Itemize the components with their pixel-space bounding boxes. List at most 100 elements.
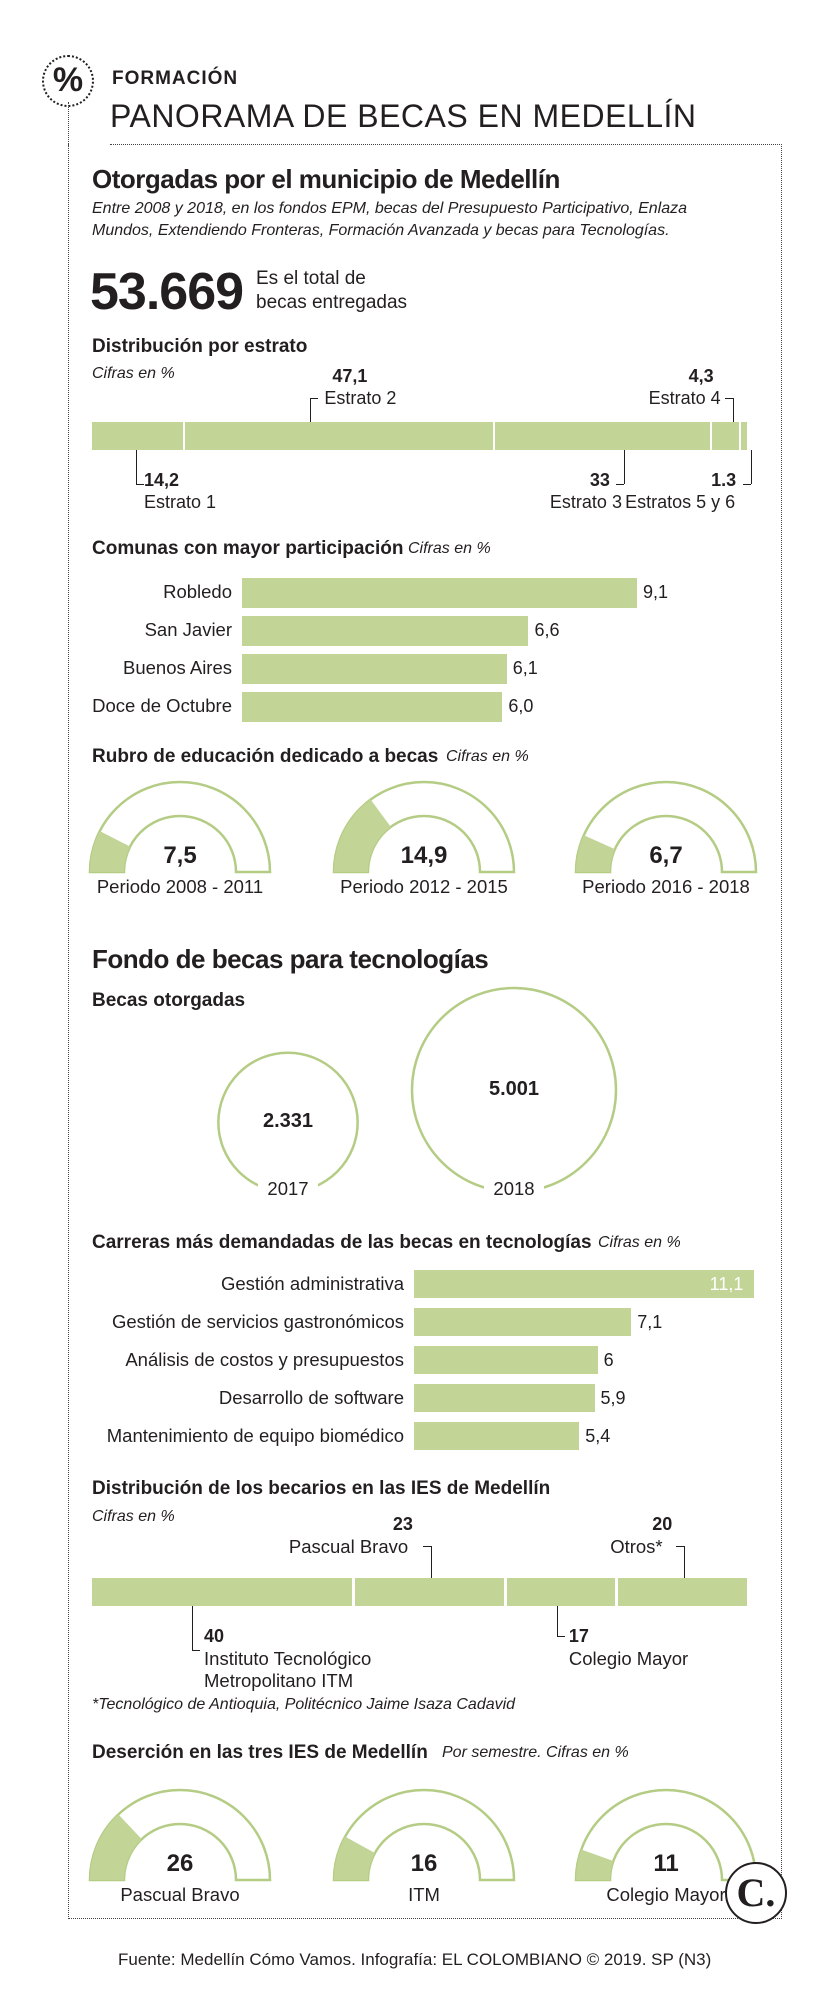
carreras-title: Carreras más demandadas de las becas en …: [92, 1232, 592, 1253]
gauge-fill: [576, 835, 615, 872]
gauge-label: Colegio Mayor: [606, 1884, 726, 1905]
bar-value: 6: [603, 1350, 614, 1370]
desercion-unit: Por semestre. Cifras en %: [442, 1744, 629, 1761]
bar-label: Gestión administrativa: [220, 1273, 404, 1294]
ies-callout-line: [192, 1650, 201, 1651]
bar-value: 6,6: [534, 620, 560, 640]
estrato-callout-line: [743, 484, 752, 485]
estrato-value: 4,3: [688, 366, 714, 386]
ies-callout-line: [684, 1546, 686, 1578]
ies-label: Colegio Mayor: [568, 1648, 689, 1669]
estrato-value: 14,2: [144, 470, 180, 490]
gauge-label: Pascual Bravo: [120, 1884, 240, 1905]
gauge-fill: [90, 831, 131, 872]
desercion-chart-svg: [88, 1788, 758, 1882]
bar-label: Desarrollo de software: [218, 1387, 404, 1408]
carreras-unit: Cifras en %: [598, 1234, 681, 1251]
estrato-callout-line: [136, 484, 144, 485]
desercion-chart: 26 Pascual Bravo 16 ITM 11 Colegio Mayor: [88, 1788, 758, 1905]
estrato-unit: Cifras en %: [92, 365, 175, 382]
circle-value: 5.001: [488, 1078, 540, 1100]
bar-label: San Javier: [144, 619, 232, 640]
bar: [414, 1346, 598, 1374]
gauge-value: 26: [166, 1850, 194, 1877]
estrato-callout-line: [310, 398, 312, 422]
circle-value: 2.331: [262, 1110, 314, 1133]
ies-title: Distribución de los becarios en las IES …: [92, 1478, 551, 1499]
bar: [242, 616, 529, 646]
content-frame: [68, 144, 782, 1919]
rubro-unit: Cifras en %: [446, 748, 529, 765]
bar-value: 7,1: [637, 1312, 663, 1332]
bar: [414, 1384, 595, 1412]
estrato-callout-line: [623, 450, 625, 484]
bar: [414, 1422, 580, 1450]
gauge-fill: [334, 1836, 375, 1880]
bar-label: Robledo: [163, 581, 232, 602]
becas-otorgadas-title: Becas otorgadas: [92, 990, 246, 1011]
rubro-chart: 7,5 Periodo 2008 - 2011 14,9 Periodo 2012 -…: [0, 0, 830, 920]
gauge-value: 14,9: [400, 842, 448, 869]
ies-label: Metropolitano ITM: [204, 1670, 354, 1691]
estrato-label: Estratos 5 y 6: [625, 492, 736, 512]
bar: [414, 1270, 754, 1298]
ies-value: 23: [392, 1514, 413, 1534]
gauge-track: [574, 780, 758, 874]
gauge-label: Periodo 2012 - 2015: [340, 876, 508, 897]
ies-callout-line: [676, 1546, 685, 1547]
gauge-value: 6,7: [649, 842, 683, 869]
ies-callout-line: [192, 1606, 194, 1650]
ies-segment: [618, 1578, 747, 1606]
estrato-segment: [740, 422, 748, 450]
comunas-chart: Robledo 9,1 San Javier 6,6 Buenos Aires 6,1 Do…: [0, 0, 830, 740]
rubro-chart-svg: [88, 780, 758, 874]
bar: [242, 578, 637, 608]
total-becas: 53.669: [90, 263, 244, 321]
ies-value: 40: [204, 1626, 225, 1646]
frame-divider: [110, 144, 780, 145]
gauge-label: Periodo 2008 - 2011: [96, 876, 264, 897]
ies-callout-line: [430, 1546, 432, 1578]
bar: [414, 1308, 632, 1336]
ies-value: 17: [568, 1626, 589, 1646]
estrato-value: 33: [589, 470, 610, 490]
source-credit: Fuente: Medellín Cómo Vamos. Infografía:…: [118, 1950, 712, 1969]
estrato-segment: [712, 422, 739, 450]
gauge-label: Periodo 2016 - 2018: [582, 876, 750, 897]
gauge-fill: [576, 1849, 614, 1880]
rubro-title: Rubro de educación dedicado a becas: [92, 746, 439, 767]
gauge-track: [332, 1788, 516, 1882]
gauge-track: [88, 1788, 272, 1882]
gauge-value: 16: [410, 1850, 438, 1877]
el-colombiano-logo: C.: [725, 1862, 787, 1924]
gauge-value: 7,5: [163, 842, 197, 869]
estrato-chart: 14,2 Estrato 1 47,1 Estrato 2 33 Estrato 3 4,3…: [0, 0, 830, 520]
ies-callout-line: [422, 1546, 431, 1547]
estrato-label: Estrato 1: [144, 492, 217, 512]
estrato-callout-line: [310, 398, 319, 399]
gauge-track: [88, 780, 272, 874]
estrato-value: 1.3: [711, 470, 737, 490]
ies-callout-line: [556, 1636, 565, 1637]
estrato-segment: [185, 422, 494, 450]
gauge-value: 11: [653, 1850, 679, 1877]
bar-value: 6,0: [508, 696, 534, 716]
bar: [242, 654, 507, 684]
page-title: PANORAMA DE BECAS EN MEDELLÍN: [110, 98, 697, 134]
ies-segment: [355, 1578, 504, 1606]
becas-circles-chart: 2.331 2017 5.001 2018: [217, 986, 618, 1200]
estrato-label: Estrato 4: [648, 388, 721, 408]
bar-label: Mantenimiento de equipo biomédico: [106, 1425, 404, 1446]
estrato-label: Estrato 2: [324, 388, 397, 408]
ies-unit: Cifras en %: [92, 1508, 175, 1525]
gauge-track: [332, 780, 516, 874]
estrato-callout-line: [724, 398, 733, 399]
ies-label: Instituto Tecnológico: [204, 1648, 372, 1669]
municipio-description: Entre 2008 y 2018, en los fondos EPM, be…: [92, 200, 688, 239]
circles-svg: [217, 986, 618, 1194]
carreras-chart: Gestión administrativa 11,1 Gestión de ser…: [106, 1270, 754, 1450]
section-title-municipio: Otorgadas por el municipio de Medellín: [92, 164, 560, 194]
desercion-title: Deserción en las tres IES de Medellín: [92, 1742, 428, 1763]
bar-label: Buenos Aires: [122, 657, 232, 678]
circle-year: 2017: [258, 1178, 318, 1200]
